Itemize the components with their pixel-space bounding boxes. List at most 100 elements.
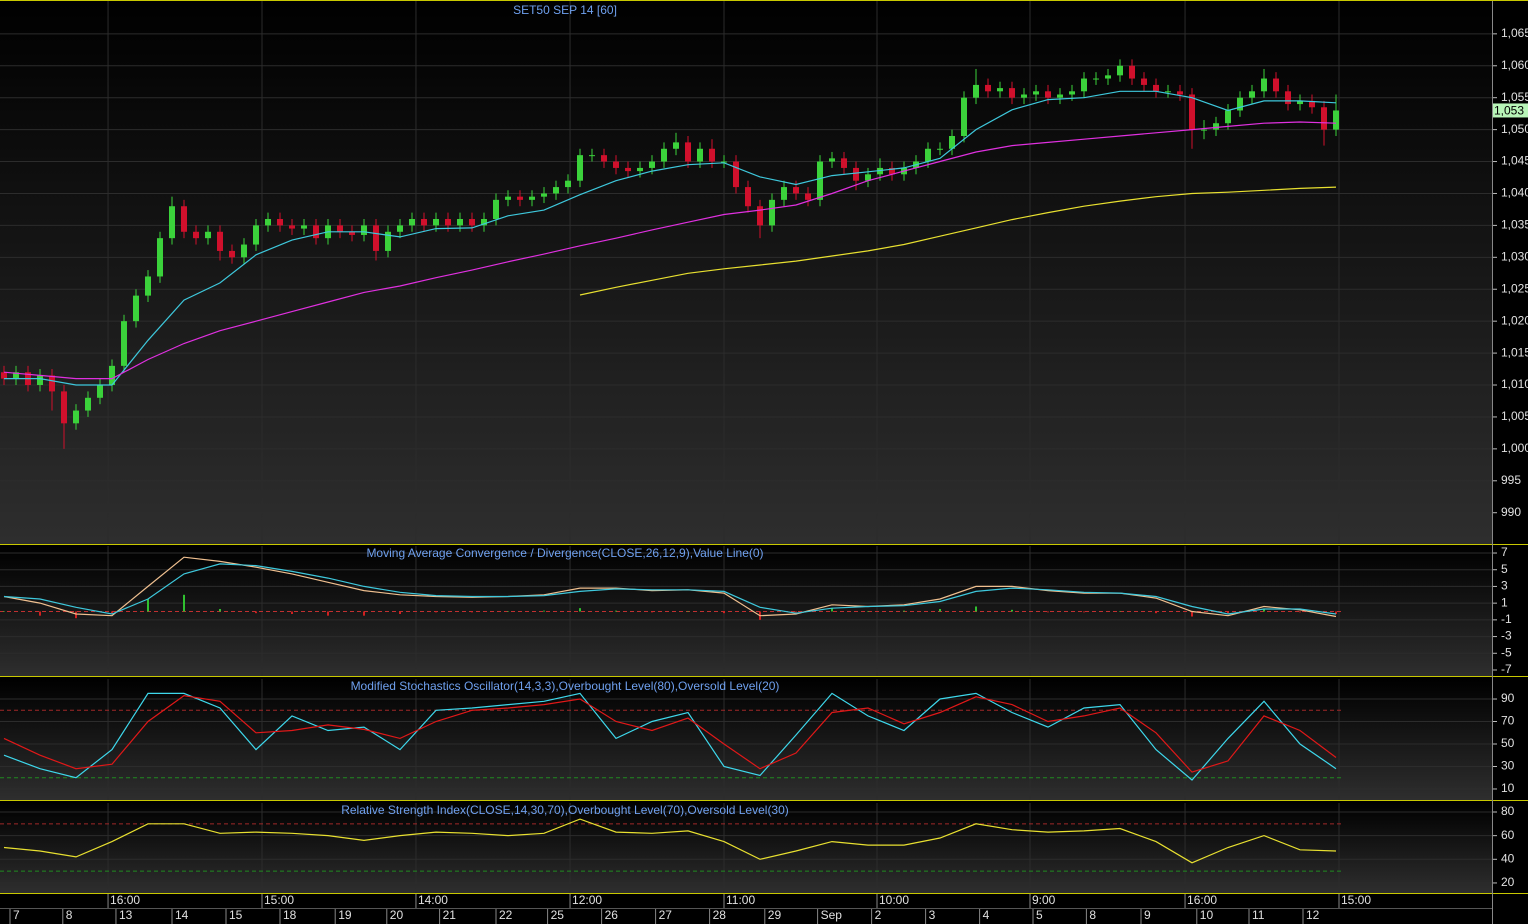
day-label: 15 [229, 908, 243, 922]
candle-body [180, 206, 187, 232]
candle-body [972, 84, 979, 98]
hour-label: 15:00 [1341, 893, 1371, 907]
candle-body [864, 174, 871, 181]
histogram-bar [2, 611, 5, 613]
hour-label: 11:00 [726, 893, 755, 907]
panel-background [0, 0, 1492, 544]
candle-body [1092, 78, 1099, 80]
day-label: 11 [1252, 908, 1265, 922]
hour-label: 15:00 [264, 893, 294, 907]
candle-body [192, 231, 199, 239]
candle-body [228, 250, 235, 258]
y-tick-label: 995 [1501, 473, 1521, 487]
candle-body [1008, 88, 1015, 98]
series-line [4, 90, 1337, 386]
candle-body [1236, 97, 1243, 111]
day-label: 13 [119, 908, 133, 922]
y-tick-label: -7 [1501, 662, 1512, 676]
histogram-bar [542, 610, 545, 612]
histogram-bar [146, 598, 149, 612]
histogram-bar [1118, 611, 1121, 613]
y-tick-label: 50 [1501, 736, 1515, 750]
candle-body [0, 372, 7, 379]
candle-body [108, 365, 115, 386]
candle-body [492, 199, 499, 220]
histogram-bar [470, 611, 473, 613]
y-tick-label: 20 [1501, 875, 1515, 889]
candle-body [312, 225, 319, 239]
hour-label: 9:00 [1032, 893, 1056, 907]
series-line [3, 694, 1337, 773]
candle-body [1224, 110, 1231, 124]
candle-body [1260, 78, 1267, 92]
y-tick-label: 1,065 [1501, 26, 1528, 40]
histogram-bar [1082, 611, 1085, 613]
candle-body [336, 225, 343, 232]
histogram-bar [398, 611, 401, 615]
candle-body [1044, 91, 1051, 98]
candle-body [684, 142, 691, 162]
candle-body [348, 231, 355, 235]
day-label: 14 [175, 908, 189, 922]
series-line [3, 818, 1337, 864]
candle-body [852, 167, 859, 181]
panel-title: SET50 SEP 14 [60] [513, 3, 617, 17]
candle-body [252, 225, 259, 245]
histogram-bar [74, 611, 77, 619]
candle-body [1032, 91, 1039, 95]
candle-body [420, 219, 427, 226]
histogram-bar [1046, 611, 1049, 613]
y-tick-label: 1,010 [1501, 377, 1528, 391]
candle-body [1128, 65, 1135, 79]
candle-body [720, 161, 727, 163]
hour-label: 16:00 [1187, 893, 1217, 907]
candle-body [204, 231, 211, 239]
candle-body [120, 321, 127, 366]
day-label: 4 [983, 908, 990, 922]
histogram-bar [938, 608, 941, 612]
candle-body [528, 196, 535, 200]
y-tick-label: 990 [1501, 505, 1521, 519]
day-label: 18 [283, 908, 297, 922]
candle-body [1272, 78, 1279, 92]
day-label: 5 [1036, 908, 1043, 922]
candle-body [72, 410, 79, 424]
day-label: Sep [821, 908, 843, 922]
candle-body [1068, 91, 1075, 95]
candle-body [1104, 75, 1111, 79]
day-label: 3 [929, 908, 936, 922]
y-tick-label: 90 [1501, 691, 1515, 705]
histogram-bar [1190, 611, 1193, 617]
day-label: 9 [1144, 908, 1151, 922]
series-line [579, 186, 1337, 296]
candle-body [828, 158, 835, 162]
day-label: 19 [338, 908, 352, 922]
histogram-bar [506, 611, 509, 613]
candle-body [876, 167, 883, 175]
histogram-bar [974, 606, 977, 612]
candle-body [276, 219, 283, 226]
y-tick-label: 1,050 [1501, 122, 1528, 136]
candle-body [708, 148, 715, 162]
panel-background [0, 803, 1492, 893]
candle-body [636, 167, 643, 172]
candle-body [540, 193, 547, 197]
y-tick-label: 3 [1501, 579, 1508, 593]
y-tick-label: 1,015 [1501, 345, 1528, 359]
y-tick-label: 1,030 [1501, 249, 1528, 263]
candle-body [804, 193, 811, 200]
candle-body [768, 199, 775, 226]
hour-label: 12:00 [572, 893, 602, 907]
candle-body [1308, 100, 1315, 108]
histogram-bar [650, 611, 653, 613]
candle-body [372, 225, 379, 251]
histogram-bar [110, 611, 113, 614]
y-tick-label: 1,045 [1501, 154, 1528, 168]
candle-body [756, 206, 763, 226]
panel-background [0, 679, 1492, 800]
day-label: 8 [66, 908, 73, 922]
candle-body [1152, 84, 1159, 92]
day-label: 10 [1200, 908, 1214, 922]
